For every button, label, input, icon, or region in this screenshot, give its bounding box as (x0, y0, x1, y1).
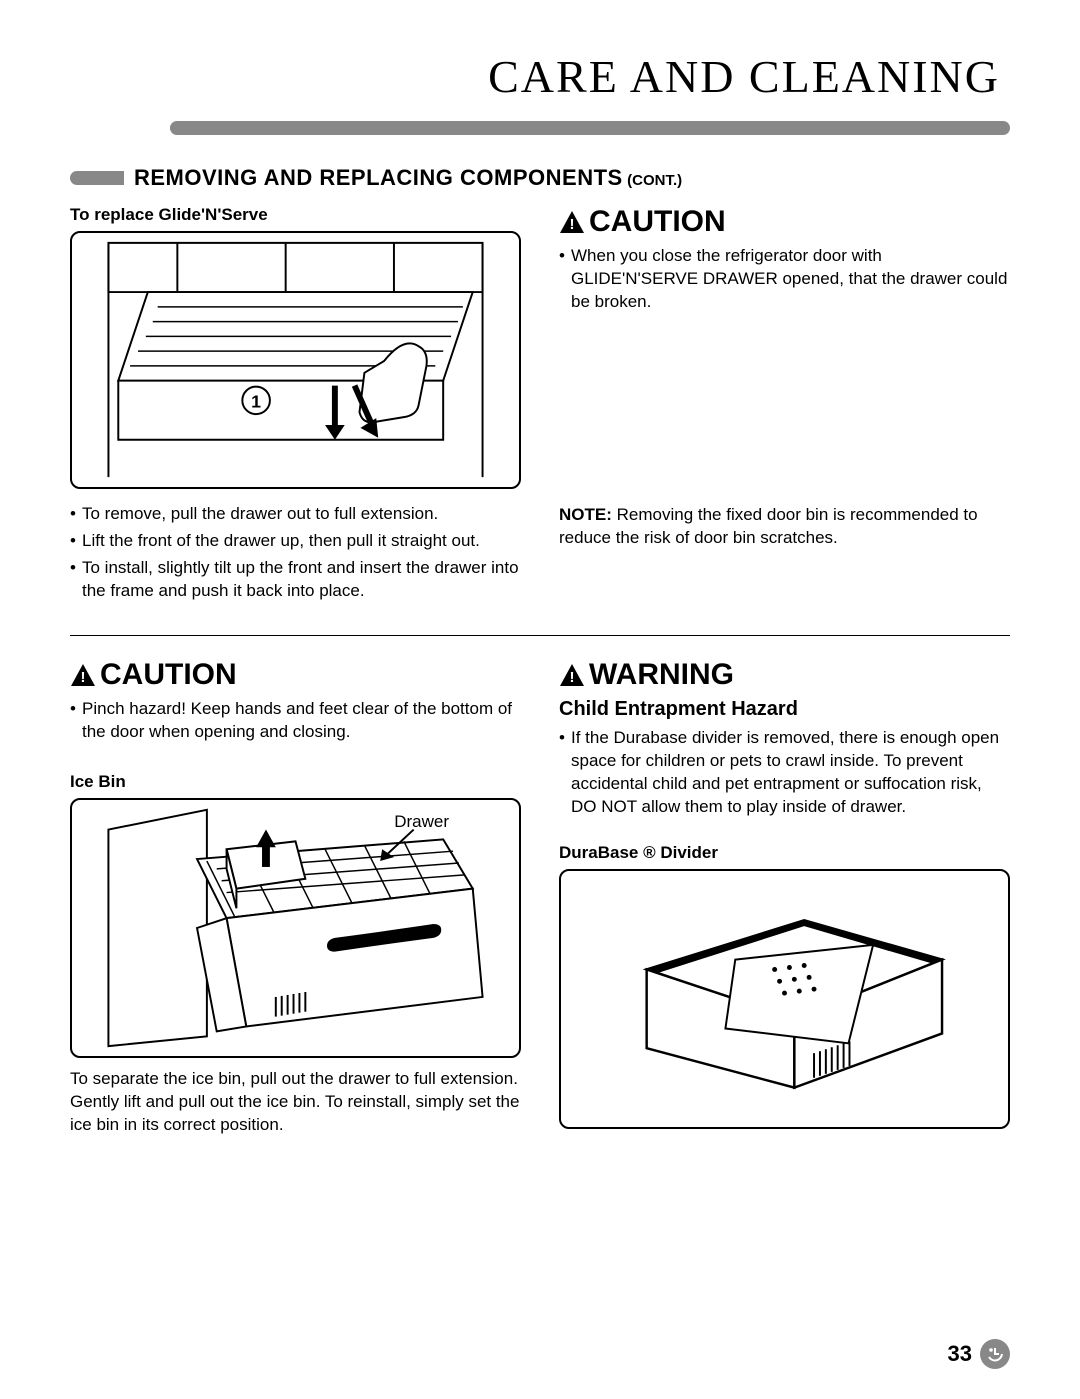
durabase-subhead: DuraBase ® Divider (559, 843, 1010, 863)
caution1-bullet-1: When you close the refrigerator door wit… (559, 245, 1010, 314)
caution-heading-1: ! CAUTION (559, 205, 1010, 239)
hazard-subhead: Child Entrapment Hazard (559, 698, 1010, 721)
bottom-columns: ! CAUTION Pinch hazard! Keep hands and f… (70, 658, 1010, 1137)
glide-bullet-3: To install, slightly tilt up the front a… (70, 557, 521, 603)
bottom-left-column: ! CAUTION Pinch hazard! Keep hands and f… (70, 658, 521, 1137)
glide-bullet-1: To remove, pull the drawer out to full e… (70, 503, 521, 526)
drawer-callout-label: Drawer (394, 812, 449, 832)
durabase-diagram-icon (561, 871, 1008, 1127)
section-pill (70, 171, 124, 185)
warning-triangle-icon: ! (559, 663, 585, 687)
top-columns: To replace Glide'N'Serve (70, 205, 1010, 607)
ice-bin-subhead: Ice Bin (70, 772, 521, 792)
durabase-block: DuraBase ® Divider (559, 843, 1010, 1129)
svg-text:1: 1 (251, 391, 261, 411)
top-right-column: ! CAUTION When you close the refrigerato… (559, 205, 1010, 607)
ice-bin-block: Ice Bin Drawer (70, 772, 521, 1137)
note-block: NOTE: Removing the fixed door bin is rec… (559, 504, 1010, 550)
page-number: 33 (948, 1341, 972, 1367)
glide-bullets: To remove, pull the drawer out to full e… (70, 503, 521, 603)
warning-label: WARNING (589, 658, 734, 692)
page-title: CARE AND CLEANING (70, 50, 1010, 103)
caution-heading-2: ! CAUTION (70, 658, 521, 692)
note-label: NOTE: (559, 505, 612, 524)
ice-bin-diagram-icon (72, 800, 519, 1056)
section-title-cont: (CONT.) (627, 172, 682, 189)
warning-triangle-icon: ! (70, 663, 96, 687)
warning-bullets: If the Durabase divider is removed, ther… (559, 727, 1010, 819)
warning-heading: ! WARNING (559, 658, 1010, 692)
section-title-wrap: REMOVING AND REPLACING COMPONENTS (CONT.… (134, 165, 682, 191)
caution-label-2: CAUTION (100, 658, 237, 692)
svg-text:!: ! (81, 669, 86, 686)
svg-text:!: ! (570, 669, 575, 686)
note-text: Removing the fixed door bin is recommend… (559, 505, 978, 547)
section-divider (70, 635, 1010, 636)
durabase-illustration (559, 869, 1010, 1129)
svg-text:!: ! (570, 216, 575, 233)
top-left-column: To replace Glide'N'Serve (70, 205, 521, 607)
glide-bullet-2: Lift the front of the drawer up, then pu… (70, 530, 521, 553)
glide-n-serve-subhead: To replace Glide'N'Serve (70, 205, 521, 225)
warning-bullet-1: If the Durabase divider is removed, ther… (559, 727, 1010, 819)
header-bar (170, 121, 1010, 135)
caution2-bullets: Pinch hazard! Keep hands and feet clear … (70, 698, 521, 744)
bottom-right-column: ! WARNING Child Entrapment Hazard If the… (559, 658, 1010, 1137)
glide-n-serve-illustration: 1 (70, 231, 521, 489)
caution-label-1: CAUTION (589, 205, 726, 239)
ice-bin-illustration: Drawer (70, 798, 521, 1058)
brand-logo-icon (980, 1339, 1010, 1369)
section-header: REMOVING AND REPLACING COMPONENTS (CONT.… (70, 165, 1010, 191)
page-number-block: 33 (948, 1339, 1010, 1369)
warning-triangle-icon: ! (559, 210, 585, 234)
drawer-diagram-icon: 1 (72, 233, 519, 487)
caution1-bullets: When you close the refrigerator door wit… (559, 245, 1010, 314)
caution2-bullet-1: Pinch hazard! Keep hands and feet clear … (70, 698, 521, 744)
section-title: REMOVING AND REPLACING COMPONENTS (134, 165, 623, 190)
ice-bin-text: To separate the ice bin, pull out the dr… (70, 1068, 521, 1137)
